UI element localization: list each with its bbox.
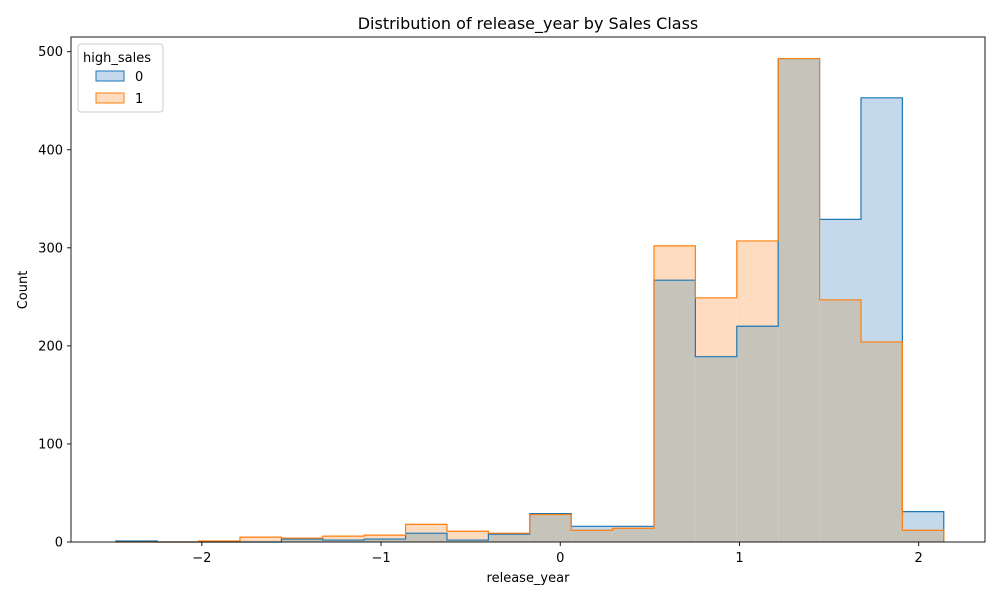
legend-title: high_sales xyxy=(83,51,151,66)
bar-fill-series-1 xyxy=(240,537,282,542)
bar-fill-series-1 xyxy=(736,240,779,327)
y-tick-label: 500 xyxy=(38,45,63,60)
bar-fill-series-0 xyxy=(571,526,613,531)
bar-fill-series-1 xyxy=(405,524,447,534)
bar-overlap xyxy=(488,534,530,542)
bar-overlap xyxy=(695,356,737,542)
y-tick-label: 300 xyxy=(38,241,63,256)
bar-fill-series-0 xyxy=(612,526,654,529)
y-axis: 0 100 200 300 400 500 xyxy=(38,45,71,551)
bar-fill-series-1 xyxy=(446,531,489,541)
histogram-step-lines xyxy=(115,57,945,543)
plot-frame xyxy=(70,36,986,543)
bar-overlap xyxy=(364,539,406,542)
histogram-fills xyxy=(115,97,944,542)
bar-overlap xyxy=(281,539,323,542)
y-tick-label: 400 xyxy=(38,143,63,158)
y-tick-label: 100 xyxy=(38,437,63,452)
x-tick-label: 0 xyxy=(556,551,564,566)
x-tick-label: −1 xyxy=(371,551,390,566)
bar-fill-series-0 xyxy=(819,219,861,300)
x-tick-label: −2 xyxy=(192,551,211,566)
bar-overlap xyxy=(322,540,365,542)
y-tick-label: 200 xyxy=(38,339,63,354)
legend-swatch-0 xyxy=(95,70,125,82)
x-tick-label: 1 xyxy=(735,551,743,566)
bar-overlap xyxy=(571,530,613,542)
bar-fill-series-1 xyxy=(322,536,365,541)
bar-overlap xyxy=(653,280,696,542)
bar-fill-series-0 xyxy=(860,97,903,342)
chart-title: Distribution of release_year by Sales Cl… xyxy=(358,14,699,34)
bar-overlap xyxy=(529,514,572,542)
bar-overlap xyxy=(819,299,861,542)
legend-label-1: 1 xyxy=(135,92,143,107)
bar-overlap xyxy=(612,528,654,542)
legend-swatch-1 xyxy=(95,92,125,104)
bar-fill-series-1 xyxy=(653,245,696,281)
x-tick-label: 2 xyxy=(915,551,923,566)
bar-overlap xyxy=(446,540,489,542)
legend-label-0: 0 xyxy=(135,70,143,85)
bar-fill-series-1 xyxy=(364,535,406,540)
x-axis: −2 −1 0 1 2 xyxy=(192,542,923,566)
bar-fill-series-1 xyxy=(695,297,737,357)
y-axis-label: Count xyxy=(16,271,31,310)
legend: high_sales 0 1 xyxy=(77,43,164,113)
bar-overlap xyxy=(405,533,447,542)
bar-overlap xyxy=(902,530,944,542)
bar-overlap xyxy=(736,326,779,542)
bar-fill-series-0 xyxy=(902,511,944,531)
histogram-overlap xyxy=(281,58,944,542)
bar-overlap xyxy=(860,341,903,542)
step-line-series-1 xyxy=(115,57,945,543)
bar-overlap xyxy=(778,58,820,542)
x-axis-label: release_year xyxy=(487,571,571,586)
y-tick-label: 0 xyxy=(55,536,63,551)
